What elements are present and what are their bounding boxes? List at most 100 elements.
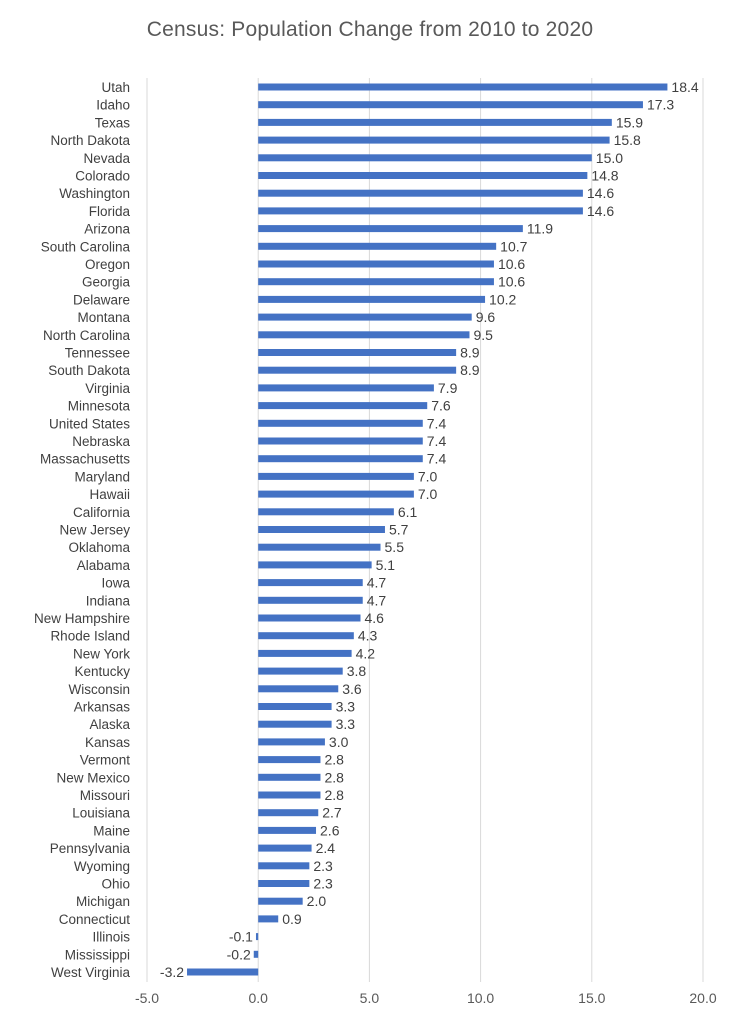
value-label: 7.9 (438, 380, 458, 396)
bar (258, 366, 457, 374)
category-label: Kansas (85, 735, 130, 750)
category-label: Montana (77, 310, 130, 325)
value-label: 5.5 (385, 539, 405, 555)
bar (258, 844, 312, 852)
bar (258, 189, 583, 197)
value-label: 10.7 (500, 238, 527, 254)
category-label: Washington (59, 186, 130, 201)
value-label: 5.7 (389, 522, 409, 538)
category-label: Oklahoma (68, 540, 130, 555)
bar (258, 83, 668, 91)
category-label: New Jersey (59, 523, 130, 538)
value-label: 2.6 (320, 822, 340, 838)
bar (258, 561, 372, 569)
bar (258, 826, 317, 834)
category-label: Alaska (89, 717, 130, 732)
bars (187, 83, 668, 976)
category-label: Nebraska (72, 434, 130, 449)
bar (258, 472, 414, 480)
bar (258, 915, 279, 923)
value-label: 5.1 (376, 557, 396, 573)
value-label: 3.3 (336, 716, 356, 732)
chart-title: Census: Population Change from 2010 to 2… (146, 18, 594, 41)
bar (258, 703, 332, 710)
value-label: 2.7 (322, 805, 342, 821)
category-label: Wyoming (74, 859, 130, 874)
category-label: Louisiana (72, 806, 130, 821)
category-label: Illinois (92, 930, 130, 945)
value-label: 8.9 (460, 362, 480, 378)
value-label: 4.3 (358, 628, 378, 644)
bar (258, 278, 494, 286)
value-label: 3.6 (342, 681, 362, 697)
category-label: Vermont (80, 753, 131, 768)
value-label: 10.6 (498, 274, 525, 290)
value-label: 2.8 (324, 787, 344, 803)
category-label: New Hampshire (34, 611, 130, 626)
value-label: 2.4 (316, 840, 336, 856)
bar (258, 295, 486, 303)
value-label: 2.0 (307, 893, 327, 909)
value-label: 15.0 (596, 150, 623, 166)
category-label: Missouri (80, 788, 130, 803)
bar (258, 437, 423, 445)
value-label: 7.6 (431, 398, 451, 414)
category-label: Kentucky (74, 664, 130, 679)
bar (258, 402, 428, 410)
value-label: 7.0 (418, 486, 438, 502)
category-label: Hawaii (89, 487, 130, 502)
value-label: 9.5 (473, 327, 493, 343)
value-label: 7.0 (418, 468, 438, 484)
value-label: 17.3 (647, 97, 674, 113)
bar (258, 809, 319, 817)
value-label: 2.8 (324, 769, 344, 785)
value-label: 14.8 (591, 168, 618, 184)
category-label: Wisconsin (68, 682, 130, 697)
category-label: Arizona (84, 222, 130, 237)
bar (258, 331, 470, 339)
value-label: -3.2 (160, 964, 184, 980)
category-label: Arkansas (74, 700, 131, 715)
category-label: California (73, 505, 131, 520)
bar (258, 225, 523, 233)
bar (258, 720, 332, 728)
value-label: 3.0 (329, 734, 349, 750)
bar (258, 260, 494, 268)
category-label: Mississippi (65, 947, 130, 962)
value-label: 7.4 (427, 451, 447, 467)
bar (258, 508, 394, 516)
category-label: Indiana (86, 593, 131, 608)
value-label: 18.4 (671, 79, 698, 95)
category-label: Maine (93, 823, 130, 838)
bar (258, 756, 321, 764)
value-label: 15.8 (614, 132, 641, 148)
bar (258, 897, 303, 905)
value-label: 15.9 (616, 114, 643, 130)
category-label: Connecticut (59, 912, 131, 927)
bar (258, 862, 310, 870)
category-label: United States (49, 416, 130, 431)
category-label: Ohio (101, 877, 130, 892)
bar (258, 738, 325, 746)
bar (258, 118, 612, 126)
value-label: 4.2 (356, 645, 376, 661)
value-label: 0.9 (282, 911, 302, 927)
category-label: Tennessee (65, 346, 130, 361)
bar (258, 543, 381, 551)
bar (258, 791, 321, 799)
category-label: Utah (101, 80, 130, 95)
x-tick-label: 10.0 (467, 990, 494, 1006)
value-label: 10.2 (489, 291, 516, 307)
bar (258, 614, 361, 622)
category-label: Maryland (74, 469, 130, 484)
value-label: 10.6 (498, 256, 525, 272)
value-label: -0.2 (227, 946, 251, 962)
bar (258, 419, 423, 427)
value-labels: 18.417.315.915.815.014.814.614.611.910.7… (160, 79, 699, 980)
category-label: Georgia (82, 275, 131, 290)
bar (258, 136, 610, 144)
category-label: South Carolina (41, 239, 131, 254)
bar (258, 596, 363, 604)
category-label: Minnesota (68, 399, 131, 414)
category-label: Idaho (96, 98, 130, 113)
